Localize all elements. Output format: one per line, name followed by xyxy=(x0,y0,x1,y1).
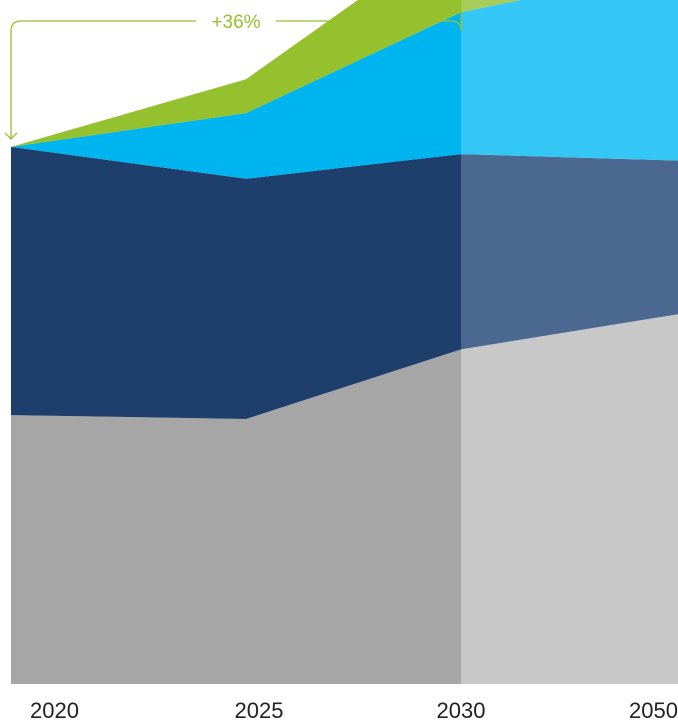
growth-annotation-bracket xyxy=(10,0,462,139)
x-tick-label-2030: 2030 xyxy=(437,698,486,723)
growth-annotation: +36% xyxy=(4,0,462,140)
growth-annotation-arrowhead-start xyxy=(4,132,18,140)
area-series-2-segment-2 xyxy=(461,154,678,350)
x-tick-label-2020: 2020 xyxy=(30,698,79,723)
growth-annotation-label: +36% xyxy=(211,12,260,33)
area-series-1-segment-2 xyxy=(461,314,678,684)
x-tick-label-2025: 2025 xyxy=(235,698,284,723)
x-tick-label-2050: 2050 xyxy=(629,698,678,723)
area-series-4-segment-2 xyxy=(461,0,521,13)
area-series-2-segment-1 xyxy=(11,146,461,419)
area-series-1-segment-1 xyxy=(11,349,461,684)
area-series-4-segment-1 xyxy=(11,0,461,147)
area-series-3-segment-2 xyxy=(461,0,678,161)
area-series-3-segment-1 xyxy=(11,12,461,179)
x-axis: 2020 2025 2030 2050 xyxy=(30,698,678,723)
area-series-layer xyxy=(11,0,678,684)
